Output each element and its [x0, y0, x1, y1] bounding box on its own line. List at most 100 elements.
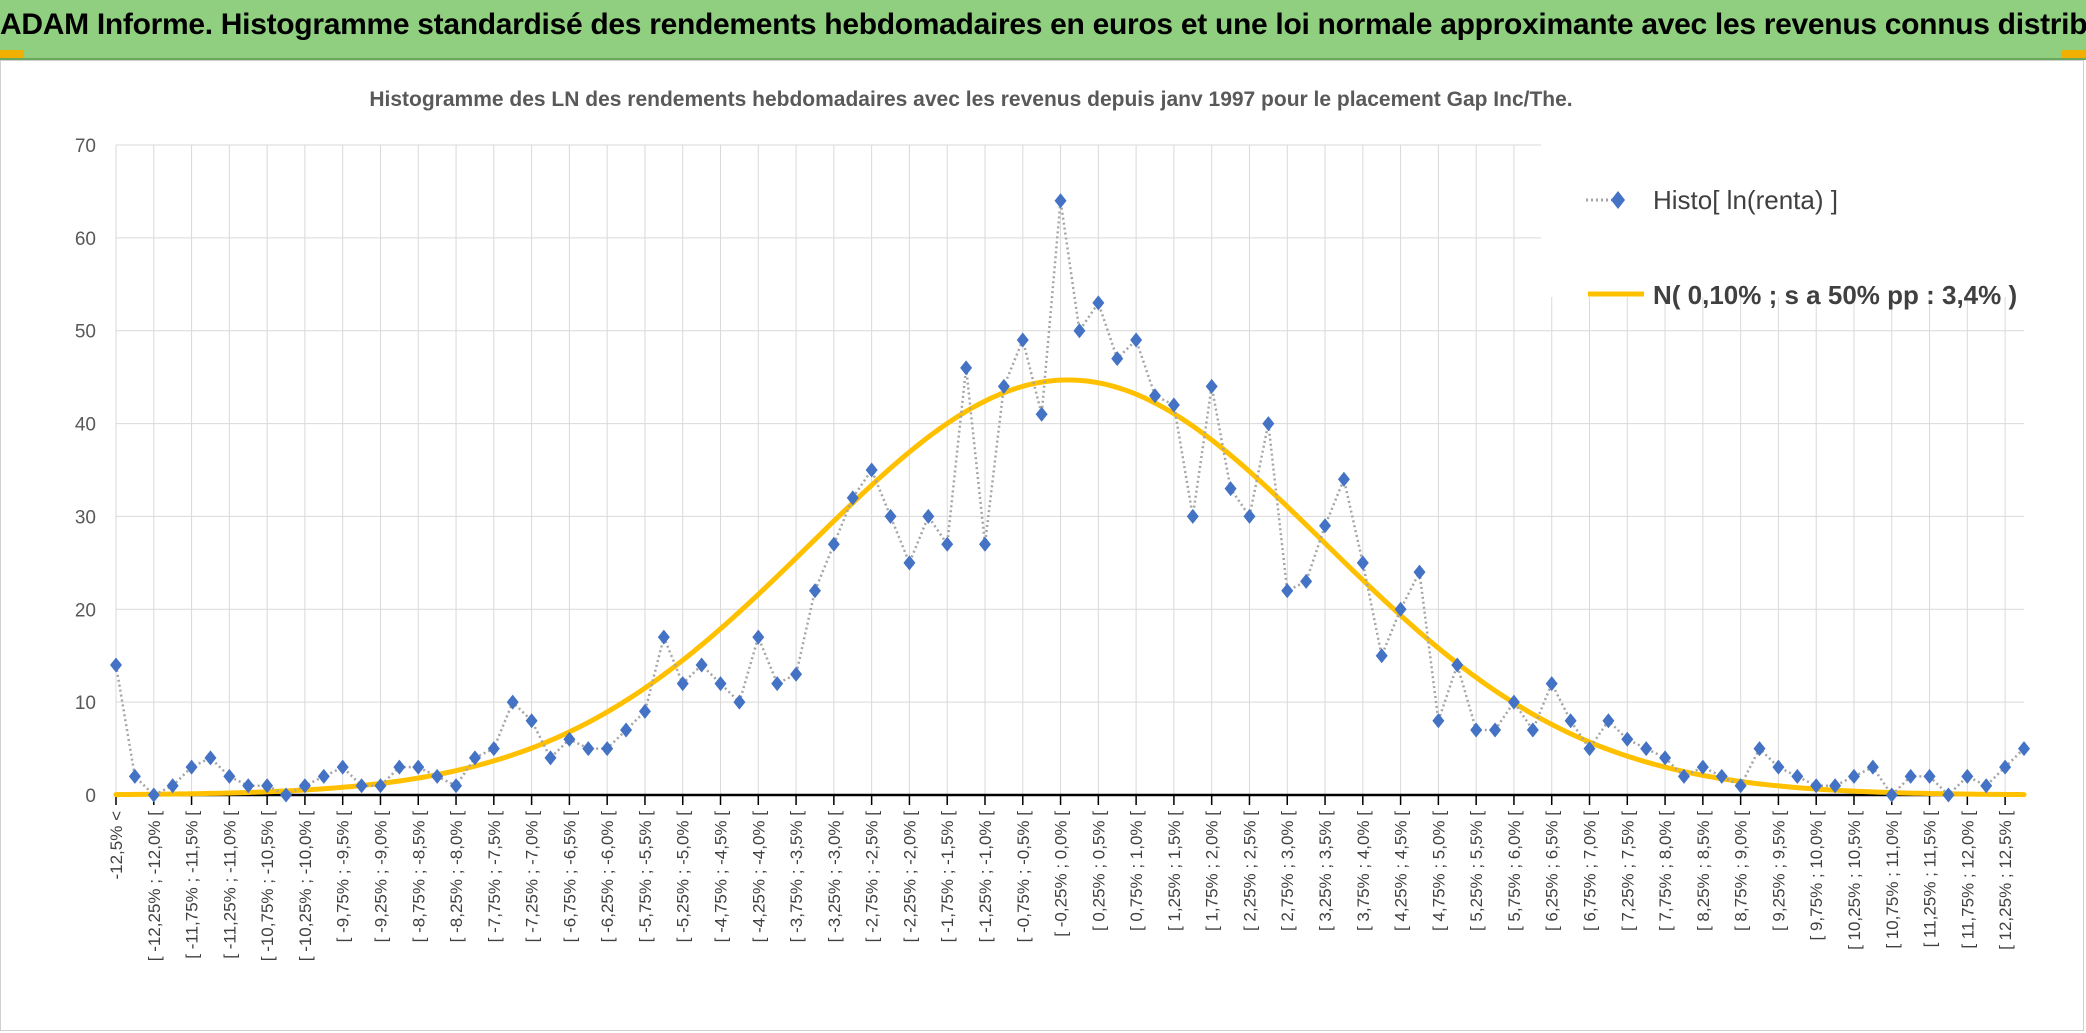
x-tick-label: [ -8,25% ; -8,0% [	[447, 811, 466, 943]
histogram-point	[317, 768, 330, 784]
chart-area: Histogramme des LN des rendements hebdom…	[0, 60, 2084, 1031]
x-tick-label: [ -0,75% ; -0,5% [	[1014, 811, 1033, 943]
histogram-point	[185, 759, 198, 775]
histogram-point	[2018, 741, 2030, 757]
histogram-point	[1243, 508, 1256, 524]
histogram-point	[336, 759, 349, 775]
legend-normal-label: N( 0,10% ; s a 50% pp : 3,4% )	[1653, 280, 2017, 310]
histogram-point	[1451, 657, 1464, 673]
histogram-point	[733, 694, 746, 710]
x-tick-label: [ 11,75% ; 12,0% [	[1958, 811, 1977, 949]
histogram-point	[544, 750, 557, 766]
histogram-point	[166, 778, 179, 794]
histogram-point	[1035, 406, 1048, 422]
x-tick-label: [ -6,75% ; -6,5% [	[560, 811, 579, 943]
histogram-point	[1942, 787, 1955, 803]
x-tick-label: [ -4,75% ; -4,5% [	[712, 811, 731, 943]
histogram-point	[1300, 573, 1313, 589]
histogram-point	[582, 741, 595, 757]
histogram-point	[431, 768, 444, 784]
x-tick-label: [ -2,25% ; -2,0% [	[900, 811, 919, 943]
histogram-point	[752, 629, 765, 645]
x-tick-label: [ 12,25% ; 12,5% [	[1996, 811, 2015, 950]
histogram-point	[1470, 722, 1483, 738]
histogram-point	[1432, 713, 1445, 729]
histogram-point	[1961, 768, 1974, 784]
x-tick-label: [ 4,75% ; 5,0% [	[1429, 811, 1448, 931]
x-tick-label: -12,5% <	[107, 811, 126, 880]
histogram-point	[922, 508, 935, 524]
x-tick-label: [ -3,25% ; -3,0% [	[825, 811, 844, 943]
histogram-point	[110, 657, 122, 673]
histogram-point	[1659, 750, 1672, 766]
x-tick-label: [ -2,75% ; -2,5% [	[863, 811, 882, 943]
report-title: ADAM Informe. Histogramme standardisé de…	[0, 8, 2086, 41]
histogram-point	[638, 703, 651, 719]
histogram-point	[1602, 713, 1615, 729]
histogram-chart: Histogramme des LN des rendements hebdom…	[75, 88, 2063, 962]
histogram-point	[128, 768, 141, 784]
histogram-point	[884, 508, 897, 524]
histogram-point	[1829, 778, 1842, 794]
x-tick-label: [ -1,75% ; -1,5% [	[938, 811, 957, 943]
histogram-point	[1356, 555, 1369, 571]
y-tick-label: 10	[75, 693, 96, 714]
histogram-point	[450, 778, 463, 794]
x-tick-label: [ -11,25% ; -11,0% [	[220, 811, 239, 959]
histogram-point	[1810, 778, 1823, 794]
x-tick-label: [ 6,25% ; 6,5% [	[1543, 811, 1562, 931]
histogram-point	[223, 768, 236, 784]
histogram-point	[1489, 722, 1502, 738]
histogram-point	[1734, 778, 1747, 794]
histogram-point	[1545, 676, 1558, 692]
histogram-point	[1904, 768, 1917, 784]
histogram-point	[506, 694, 519, 710]
histogram-point	[1847, 768, 1860, 784]
histogram-point	[865, 462, 878, 478]
histogram-point	[960, 360, 973, 376]
y-tick-label: 70	[75, 136, 96, 157]
x-tick-label: [ -10,75% ; -10,5% [	[258, 811, 277, 962]
x-tick-label: [ 8,75% ; 9,0% [	[1732, 811, 1751, 931]
y-axis-ticks: 0 10 20 30 40 50 60 70	[75, 136, 96, 807]
histogram-point	[1677, 768, 1690, 784]
histogram-point	[1205, 378, 1218, 394]
histogram-point	[1337, 471, 1350, 487]
histogram-point	[997, 378, 1010, 394]
histogram-point	[468, 750, 481, 766]
x-tick-label: [ 10,75% ; 11,0% [	[1883, 811, 1902, 949]
x-tick-label: [ -11,75% ; -11,5% [	[183, 811, 202, 959]
report-banner: ADAM Informe. Histogramme standardisé de…	[0, 0, 2086, 60]
histogram-point	[1111, 351, 1124, 367]
x-tick-label: [ 2,75% ; 3,0% [	[1278, 811, 1297, 931]
histogram-point	[355, 778, 368, 794]
x-tick-label: [ -7,25% ; -7,0% [	[523, 811, 542, 943]
x-tick-label: [ 7,75% ; 8,0% [	[1656, 811, 1675, 931]
histogram-point	[1224, 481, 1237, 497]
histogram-point	[1715, 768, 1728, 784]
histogram-point	[242, 778, 255, 794]
histogram-point	[563, 731, 576, 747]
histogram-point	[1923, 768, 1936, 784]
x-tick-label: [ 0,75% ; 1,0% [	[1127, 811, 1146, 931]
histogram-point	[1772, 759, 1785, 775]
x-tick-label: [ 9,75% ; 10,0% [	[1807, 811, 1826, 941]
histogram-series	[110, 193, 2030, 803]
histogram-point	[790, 666, 803, 682]
histogram-point	[1073, 323, 1086, 339]
histogram-point	[1621, 731, 1634, 747]
histogram-point	[1319, 518, 1332, 534]
histogram-point	[1375, 648, 1388, 664]
histogram-point	[657, 629, 670, 645]
histogram-point	[1167, 397, 1180, 413]
histogram-point	[1980, 778, 1993, 794]
histogram-point	[1130, 332, 1143, 348]
histogram-point	[846, 490, 859, 506]
x-tick-label: [ -5,75% ; -5,5% [	[636, 811, 655, 943]
x-tick-label: [ -3,75% ; -3,5% [	[787, 811, 806, 943]
histogram-point	[1054, 193, 1067, 209]
histogram-point	[1753, 741, 1766, 757]
histogram-point	[676, 676, 689, 692]
y-tick-label: 40	[75, 415, 96, 436]
histogram-point	[1413, 564, 1426, 580]
